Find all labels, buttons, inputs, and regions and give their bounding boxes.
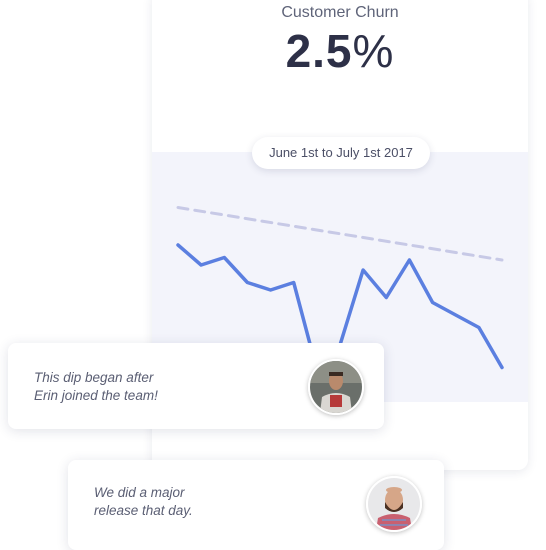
metric-value: 2.5% (152, 24, 528, 78)
trend-line-dashed (176, 206, 504, 262)
avatar[interactable] (366, 476, 422, 532)
metric-number: 2.5 (285, 25, 353, 77)
metric-unit: % (352, 25, 395, 77)
date-range-pill[interactable]: June 1st to July 1st 2017 (252, 137, 430, 169)
comment-text: We did a major release that day. (94, 485, 193, 518)
comment-card: We did a major release that day. (68, 460, 444, 550)
comment-card: This dip began after Erin joined the tea… (8, 343, 384, 429)
user-avatar-icon (310, 361, 362, 413)
user-avatar-icon (368, 478, 420, 530)
avatar[interactable] (308, 359, 364, 415)
metric-title: Customer Churn (281, 4, 399, 21)
comment-text: This dip began after Erin joined the tea… (34, 370, 158, 403)
